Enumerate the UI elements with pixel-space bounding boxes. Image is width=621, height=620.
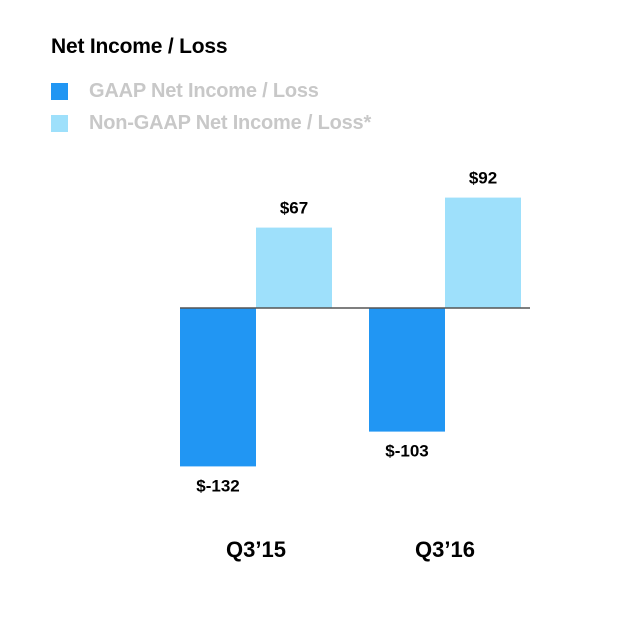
bars-layer	[180, 197, 521, 467]
legend-swatch-non-gaap	[51, 114, 68, 132]
legend-label-gaap: GAAP Net Income / Loss	[89, 79, 319, 102]
bar-gaap-1	[369, 308, 445, 432]
value-label-gaap-0: $-132	[196, 476, 239, 495]
value-label-non-gaap-0: $67	[280, 199, 308, 218]
bar-non-gaap-0	[256, 227, 332, 308]
chart-title: Net Income / Loss	[51, 35, 228, 58]
category-label-0: Q3’15	[226, 537, 286, 562]
legend-label-non-gaap: Non-GAAP Net Income / Loss*	[89, 111, 372, 134]
category-label-1: Q3’16	[415, 537, 475, 562]
bar-non-gaap-1	[445, 197, 521, 308]
value-label-gaap-1: $-103	[385, 442, 428, 461]
legend-swatch-gaap	[51, 82, 68, 100]
legend-item-non-gaap: Non-GAAP Net Income / Loss*	[51, 107, 371, 139]
legend-item-gaap: GAAP Net Income / Loss	[51, 75, 371, 107]
value-label-non-gaap-1: $92	[469, 169, 497, 188]
bar-gaap-0	[180, 308, 256, 467]
labels-layer: $-132 $67 Q3’15 $-103 $92 Q3’16	[196, 169, 497, 562]
legend: GAAP Net Income / Loss Non-GAAP Net Inco…	[51, 75, 371, 139]
